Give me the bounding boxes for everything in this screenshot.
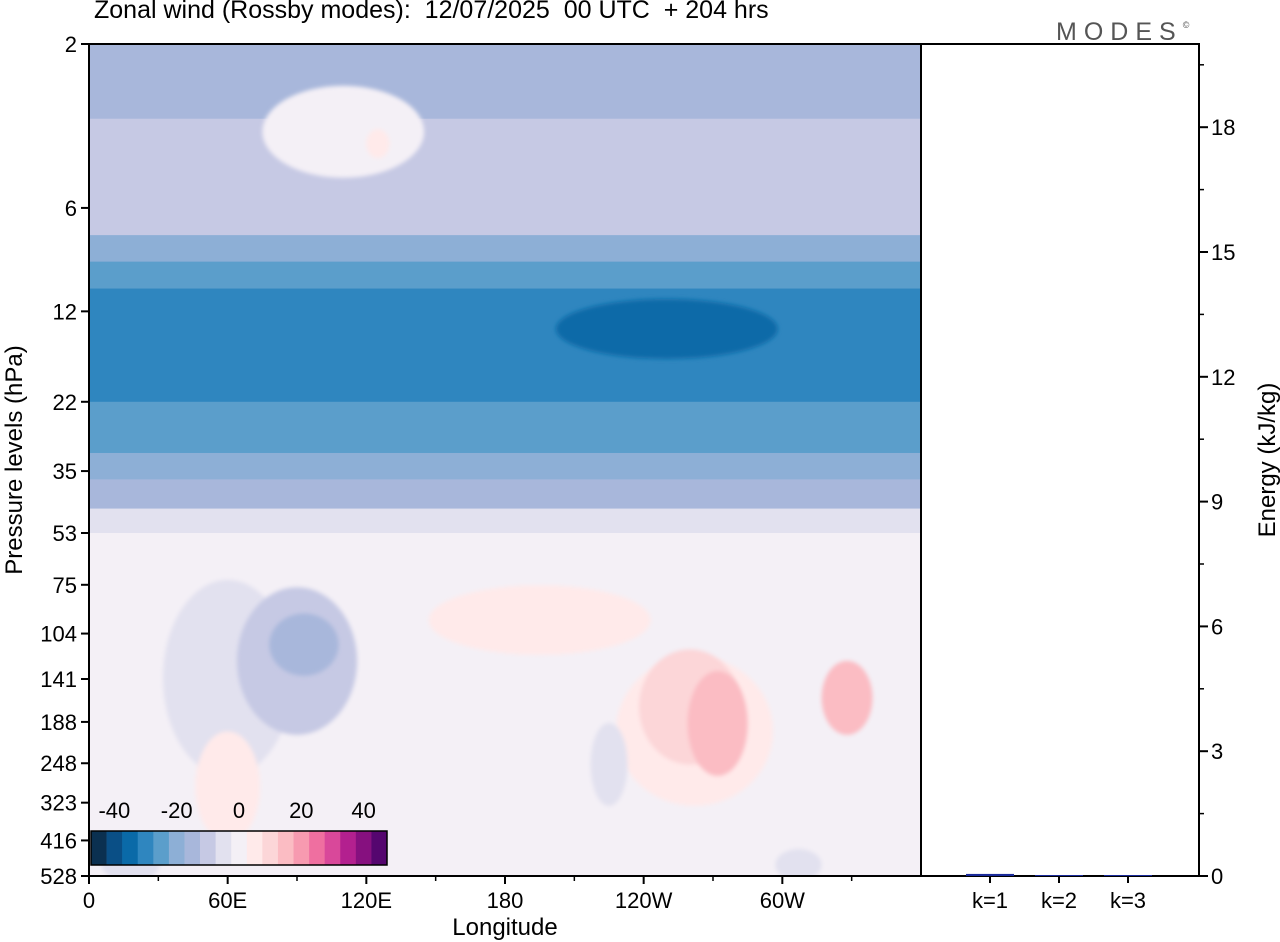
contour-region xyxy=(269,613,339,676)
colorbar-swatch xyxy=(277,831,294,865)
contour-band xyxy=(89,479,921,510)
energy-tick-label: 9 xyxy=(1211,490,1223,515)
energy-axis-label: Energy (kJ/kg) xyxy=(1254,383,1280,538)
contour-region xyxy=(366,129,390,159)
energy-bar xyxy=(1104,875,1152,876)
colorbar-label: 40 xyxy=(351,798,375,823)
contour-band xyxy=(89,452,921,480)
colorbar-swatch xyxy=(293,831,310,865)
colorbar-swatch xyxy=(355,831,372,865)
contour-band xyxy=(89,508,921,534)
energy-tick-label: 6 xyxy=(1211,614,1223,639)
colorbar-swatch xyxy=(200,831,216,865)
y-tick-label: 188 xyxy=(40,710,77,735)
contour-band xyxy=(89,401,921,454)
y-tick-label: 35 xyxy=(53,459,77,484)
contour-band xyxy=(89,118,921,236)
y-tick-label: 104 xyxy=(40,622,77,647)
x-tick-label: 120E xyxy=(341,888,392,913)
energy-frame xyxy=(920,43,1200,877)
colorbar-legend: -40 -20 0 20 40 xyxy=(90,798,388,866)
contour-region xyxy=(428,585,651,655)
colorbar-swatch xyxy=(153,831,170,865)
colorbar-frame xyxy=(90,830,388,866)
colorbar-label: 20 xyxy=(289,798,313,823)
energy-category-label: k=3 xyxy=(1110,888,1146,913)
contour-band xyxy=(89,261,921,290)
modes-logo: MODES© xyxy=(1056,18,1189,47)
y-tick-label: 2 xyxy=(65,32,77,57)
energy-bar-panel: 0 3 6 9 12 15 18 Energy (kJ/kg) k=1 k=2 k=3 xyxy=(966,64,1280,913)
colorbar-swatch xyxy=(309,831,325,865)
y-tick-label: 416 xyxy=(40,828,77,853)
colorbar-label: -20 xyxy=(161,798,193,823)
contour-region xyxy=(775,848,822,876)
energy-tick-label: 0 xyxy=(1211,864,1223,889)
energy-category-label: k=2 xyxy=(1041,888,1077,913)
colorbar-swatch xyxy=(106,831,123,865)
y-tick-label: 248 xyxy=(40,751,77,776)
y-tick-label: 53 xyxy=(53,521,77,546)
y-tick-label: 22 xyxy=(53,390,77,415)
contour-region xyxy=(821,660,873,735)
colorbar-swatch xyxy=(215,831,232,865)
contour-region xyxy=(590,723,628,806)
colorbar-swatch xyxy=(231,831,248,865)
colorbar-swatch xyxy=(137,831,154,865)
y-tick-label: 528 xyxy=(40,864,77,889)
brand-text: MODES xyxy=(1056,18,1183,46)
energy-tick-label: 3 xyxy=(1211,739,1223,764)
energy-tick-label: 15 xyxy=(1211,240,1235,265)
y-tick-label: 12 xyxy=(53,299,77,324)
energy-tick-label: 12 xyxy=(1211,365,1235,390)
colorbar-swatch xyxy=(91,831,107,865)
colorbar-swatch xyxy=(371,831,388,865)
colorbar-swatch xyxy=(122,831,139,865)
contour-field xyxy=(89,44,921,876)
energy-category-label: k=1 xyxy=(972,888,1008,913)
y-tick-label: 323 xyxy=(40,791,77,816)
y-axis-label: Pressure levels (hPa) xyxy=(1,345,28,574)
x-tick-label: 60E xyxy=(208,888,247,913)
contour-region xyxy=(262,85,425,178)
contour-band xyxy=(89,44,921,120)
colorbar-swatch xyxy=(168,831,185,865)
colorbar-swatch xyxy=(246,831,263,865)
copyright-mark: © xyxy=(1182,20,1190,30)
colorbar-swatch xyxy=(262,831,279,865)
energy-bar xyxy=(1035,875,1083,876)
colorbar-label: -40 xyxy=(98,798,130,823)
y-tick-label: 141 xyxy=(40,667,77,692)
contour-band xyxy=(89,288,921,403)
x-axis-label: Longitude xyxy=(452,914,557,941)
x-tick-label: 120W xyxy=(615,888,673,913)
energy-tick-label: 18 xyxy=(1211,115,1235,140)
colorbar-label: 0 xyxy=(233,798,245,823)
contour-region xyxy=(687,671,748,776)
x-tick-label: 60W xyxy=(760,888,805,913)
contour-region xyxy=(555,298,778,359)
colorbar-swatch xyxy=(340,831,357,865)
x-tick-label: 0 xyxy=(83,888,95,913)
contour-band xyxy=(89,235,921,263)
y-tick-label: 75 xyxy=(53,573,77,598)
y-tick-label: 6 xyxy=(65,196,77,221)
x-tick-label: 180 xyxy=(487,888,524,913)
colorbar-swatch xyxy=(324,831,341,865)
chart-title: Zonal wind (Rossby modes): 12/07/2025 00… xyxy=(94,0,769,24)
colorbar-swatch xyxy=(184,831,201,865)
energy-bar xyxy=(966,873,1014,876)
contour-region xyxy=(195,731,261,842)
